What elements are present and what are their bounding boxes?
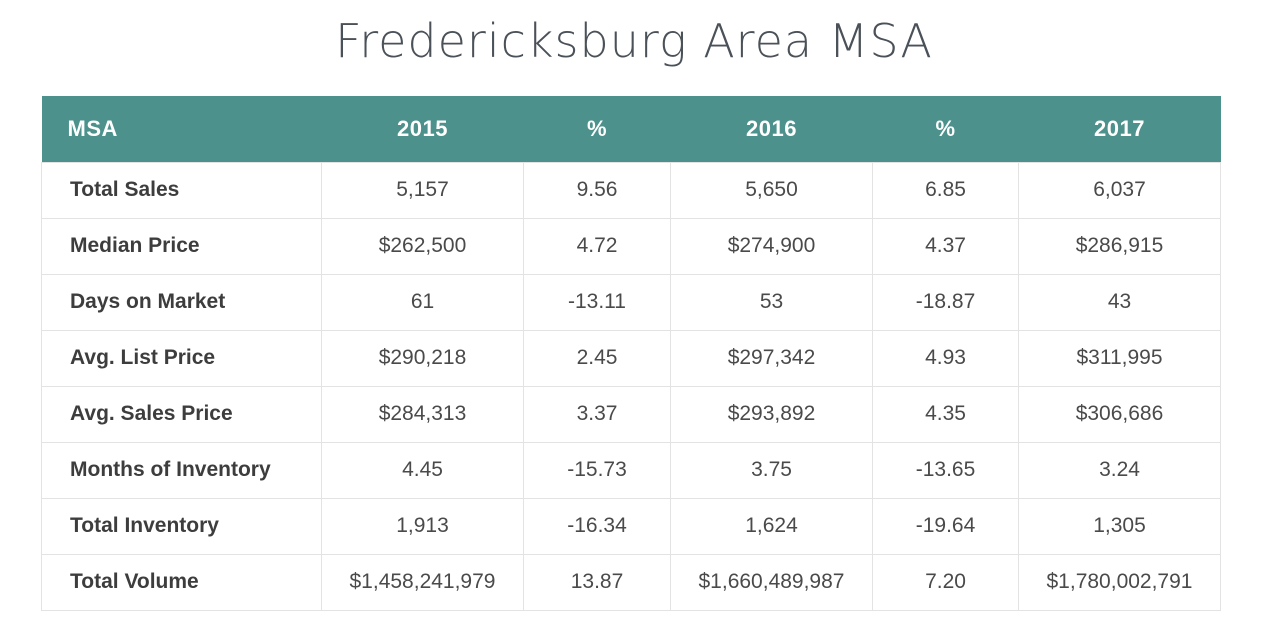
table-cell: 4.93 — [872, 329, 1019, 387]
table-cell: 13.87 — [523, 553, 671, 611]
table-row: Total Sales 5,157 9.56 5,650 6.85 6,037 — [41, 161, 1221, 219]
row-label: Avg. List Price — [41, 329, 322, 387]
table-cell: 4.35 — [872, 385, 1019, 443]
table-cell: 6,037 — [1018, 161, 1221, 219]
table-cell: $284,313 — [321, 385, 524, 443]
table-row: Days on Market 61 -13.11 53 -18.87 43 — [41, 273, 1221, 331]
table-cell: 1,624 — [670, 497, 873, 555]
table-cell: 5,157 — [321, 161, 524, 219]
table-cell: 1,913 — [321, 497, 524, 555]
row-label: Total Volume — [41, 553, 322, 611]
row-label: Total Inventory — [41, 497, 322, 555]
table-cell: 43 — [1018, 273, 1221, 331]
table-row: Total Inventory 1,913 -16.34 1,624 -19.6… — [41, 497, 1221, 555]
table-cell: 2.45 — [523, 329, 671, 387]
table-cell: $290,218 — [321, 329, 524, 387]
column-header-msa: MSA — [67, 115, 118, 141]
table-header-row: MSA 2015 % 2016 % 2017 — [41, 96, 1221, 162]
table-cell: 5,650 — [670, 161, 873, 219]
table-cell: 3.37 — [523, 385, 671, 443]
table-cell: $306,686 — [1018, 385, 1221, 443]
row-label: Total Sales — [41, 161, 322, 219]
column-header-percent-2015-2016: % — [586, 115, 608, 141]
table-cell: -15.73 — [523, 441, 671, 499]
table-cell: -18.87 — [872, 273, 1019, 331]
table-cell: 61 — [321, 273, 524, 331]
row-label: Months of Inventory — [41, 441, 322, 499]
table-cell: -13.11 — [523, 273, 671, 331]
row-label: Days on Market — [41, 273, 322, 331]
market-stats-table: MSA 2015 % 2016 % 2017 Total Sales 5,157… — [41, 96, 1221, 611]
table-cell: $1,780,002,791 — [1018, 553, 1221, 611]
column-header-percent-2016-2017: % — [935, 115, 956, 141]
page-title: Fredericksburg Area MSA — [335, 14, 933, 68]
table-cell: -19.64 — [872, 497, 1019, 555]
table-cell: $1,458,241,979 — [321, 553, 524, 611]
table-cell: $293,892 — [670, 385, 873, 443]
table-cell: $262,500 — [321, 217, 524, 275]
table-cell: 9.56 — [523, 161, 671, 219]
table-cell: 3.75 — [670, 441, 873, 499]
table-cell: 7.20 — [872, 553, 1019, 611]
table-cell: 4.37 — [872, 217, 1019, 275]
table-cell: $274,900 — [670, 217, 873, 275]
table-cell: 1,305 — [1018, 497, 1221, 555]
table-cell: 3.24 — [1018, 441, 1221, 499]
table-row: Total Volume $1,458,241,979 13.87 $1,660… — [41, 553, 1221, 611]
column-header-2015: 2015 — [397, 115, 448, 141]
table-cell: -13.65 — [872, 441, 1019, 499]
row-label: Avg. Sales Price — [41, 385, 322, 443]
table-row: Median Price $262,500 4.72 $274,900 4.37… — [41, 217, 1221, 275]
table-cell: -16.34 — [523, 497, 671, 555]
table-cell: $297,342 — [670, 329, 873, 387]
table-cell: 4.72 — [523, 217, 671, 275]
table-cell: 4.45 — [321, 441, 524, 499]
row-label: Median Price — [41, 217, 322, 275]
table-cell: 6.85 — [872, 161, 1019, 219]
table-cell: $286,915 — [1018, 217, 1221, 275]
column-header-2016: 2016 — [746, 115, 797, 141]
table-cell: 53 — [670, 273, 873, 331]
table-cell: $311,995 — [1018, 329, 1221, 387]
table-row: Avg. Sales Price $284,313 3.37 $293,892 … — [41, 385, 1221, 443]
table-cell: $1,660,489,987 — [670, 553, 873, 611]
table-row: Avg. List Price $290,218 2.45 $297,342 4… — [41, 329, 1221, 387]
table-row: Months of Inventory 4.45 -15.73 3.75 -13… — [41, 441, 1221, 499]
column-header-2017: 2017 — [1094, 115, 1145, 141]
